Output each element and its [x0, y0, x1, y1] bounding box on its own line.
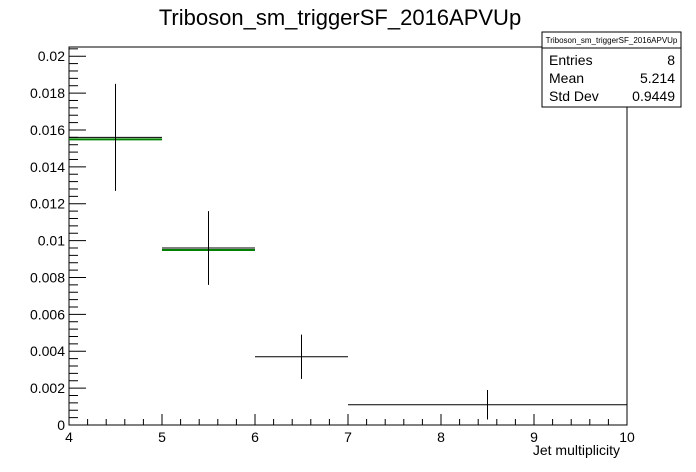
stats-entries-label: Entries [549, 52, 593, 68]
y-tick-label: 0.018 [30, 85, 65, 101]
x-tick-label: 9 [530, 429, 538, 445]
x-axis-label: Jet multiplicity [533, 442, 620, 458]
y-tick-label: 0.014 [30, 159, 65, 175]
stats-mean-value: 5.214 [640, 70, 675, 86]
stats-box-frame [541, 31, 682, 108]
stats-box: Triboson_sm_triggerSF_2016APVUp Entries … [541, 31, 682, 108]
y-tick-label: 0.016 [30, 122, 65, 138]
x-tick-label: 6 [251, 429, 259, 445]
x-tick-label: 5 [158, 429, 166, 445]
y-tick-label: 0.006 [30, 306, 65, 322]
stats-box-title: Triboson_sm_triggerSF_2016APVUp [546, 36, 678, 45]
y-tick-label: 0.004 [30, 343, 65, 359]
y-axis: 0 0.002 0.004 0.006 0.008 0.01 0.012 0.014 0.016… [30, 48, 86, 433]
y-tick-label: 0.008 [30, 269, 65, 285]
y-tick-label: 0.01 [38, 233, 65, 249]
stats-mean-label: Mean [549, 70, 584, 86]
x-tick-label: 7 [344, 429, 352, 445]
x-axis: 4 5 6 7 8 9 10 [65, 414, 635, 445]
y-tick-label: 0.012 [30, 196, 65, 212]
stats-stddev-value: 0.9449 [632, 88, 675, 104]
y-tick-label: 0 [57, 417, 65, 433]
x-tick-label: 10 [619, 429, 635, 445]
stats-entries-value: 8 [667, 52, 675, 68]
x-tick-label: 8 [437, 429, 445, 445]
plot-area [69, 83, 627, 420]
x-tick-label: 4 [65, 429, 73, 445]
y-tick-label: 0.002 [30, 380, 65, 396]
y-tick-label: 0.02 [38, 48, 65, 64]
chart-title: Triboson_sm_triggerSF_2016APVUp [159, 5, 521, 30]
stats-stddev-label: Std Dev [549, 88, 599, 104]
